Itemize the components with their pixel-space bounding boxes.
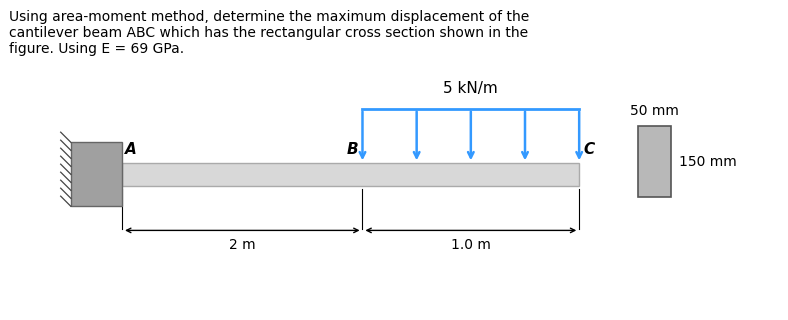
Text: 5 kN/m: 5 kN/m xyxy=(444,81,498,96)
Text: 150 mm: 150 mm xyxy=(679,155,737,169)
Bar xyxy=(638,126,671,197)
Text: 50 mm: 50 mm xyxy=(630,104,679,118)
Bar xyxy=(122,163,579,186)
Text: B: B xyxy=(347,142,359,157)
Text: 1.0 m: 1.0 m xyxy=(451,238,491,252)
Text: Using area-moment method, determine the maximum displacement of the
cantilever b: Using area-moment method, determine the … xyxy=(9,10,530,56)
Text: A: A xyxy=(125,142,136,157)
Text: C: C xyxy=(583,142,594,157)
Text: 2 m: 2 m xyxy=(229,238,255,252)
Bar xyxy=(71,142,122,206)
